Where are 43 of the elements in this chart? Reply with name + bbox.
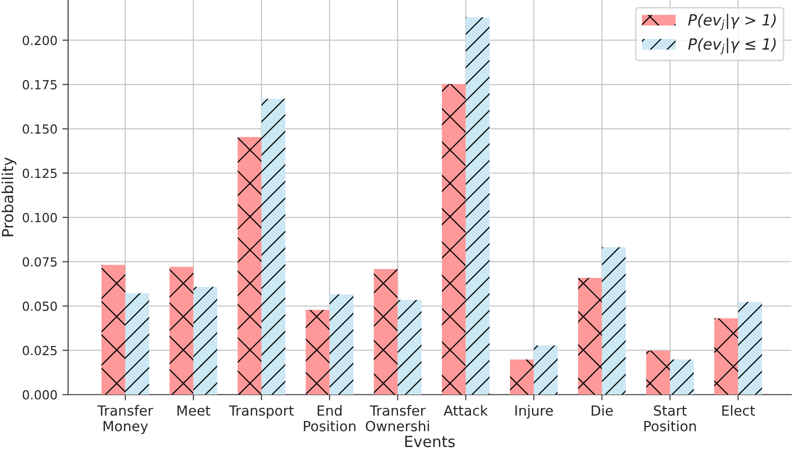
bar — [374, 268, 398, 395]
bar — [170, 266, 194, 395]
bar — [646, 350, 670, 395]
y-tick-label: 0.150 — [22, 124, 57, 134]
bar — [306, 310, 330, 395]
bar — [738, 302, 762, 395]
y-tick-label: 0.000 — [22, 390, 57, 400]
x-tick-label: End Position — [304, 405, 356, 432]
bar — [101, 264, 126, 395]
bar — [193, 286, 218, 395]
x-tick-label: Attack — [444, 405, 488, 416]
legend-label: P(ev$_{j}$|γ ≤ 1) — [688, 38, 776, 54]
bar — [714, 318, 738, 395]
x-tick-label: Transfer Money — [97, 405, 154, 434]
bar — [510, 360, 534, 395]
x-tick-label: Die — [592, 405, 613, 416]
y-tick-label: 0.050 — [22, 301, 57, 311]
bar — [442, 84, 466, 395]
x-tick-label: Injure — [515, 405, 553, 418]
y-tick-label: 0.100 — [22, 212, 57, 222]
y-tick-label: 0.175 — [22, 80, 57, 90]
y-tick-label: 0.025 — [22, 346, 57, 356]
x-tick-label: Transfer Ownershi — [366, 405, 429, 432]
bar — [670, 360, 694, 395]
bar — [238, 136, 262, 395]
bar — [534, 346, 558, 395]
legend-label: P(ev$_{j}$|γ > 1) — [688, 14, 776, 30]
x-tick-label: Meet — [177, 405, 210, 416]
x-axis-title: Events — [405, 436, 455, 448]
y-tick-label: 0.075 — [22, 257, 57, 267]
bar — [330, 294, 354, 395]
bar — [602, 247, 626, 395]
x-tick-label: Start Position — [644, 405, 696, 432]
bar — [398, 300, 422, 395]
bar — [125, 293, 150, 395]
bar — [578, 278, 602, 395]
x-tick-label: Elect — [722, 405, 755, 416]
y-axis-title: Probability — [2, 157, 16, 236]
bar — [261, 98, 286, 395]
y-tick-label: 0.200 — [22, 36, 57, 46]
x-tick-label: Transport — [228, 405, 294, 418]
y-tick-label: 0.125 — [22, 168, 57, 178]
bar — [466, 17, 490, 395]
